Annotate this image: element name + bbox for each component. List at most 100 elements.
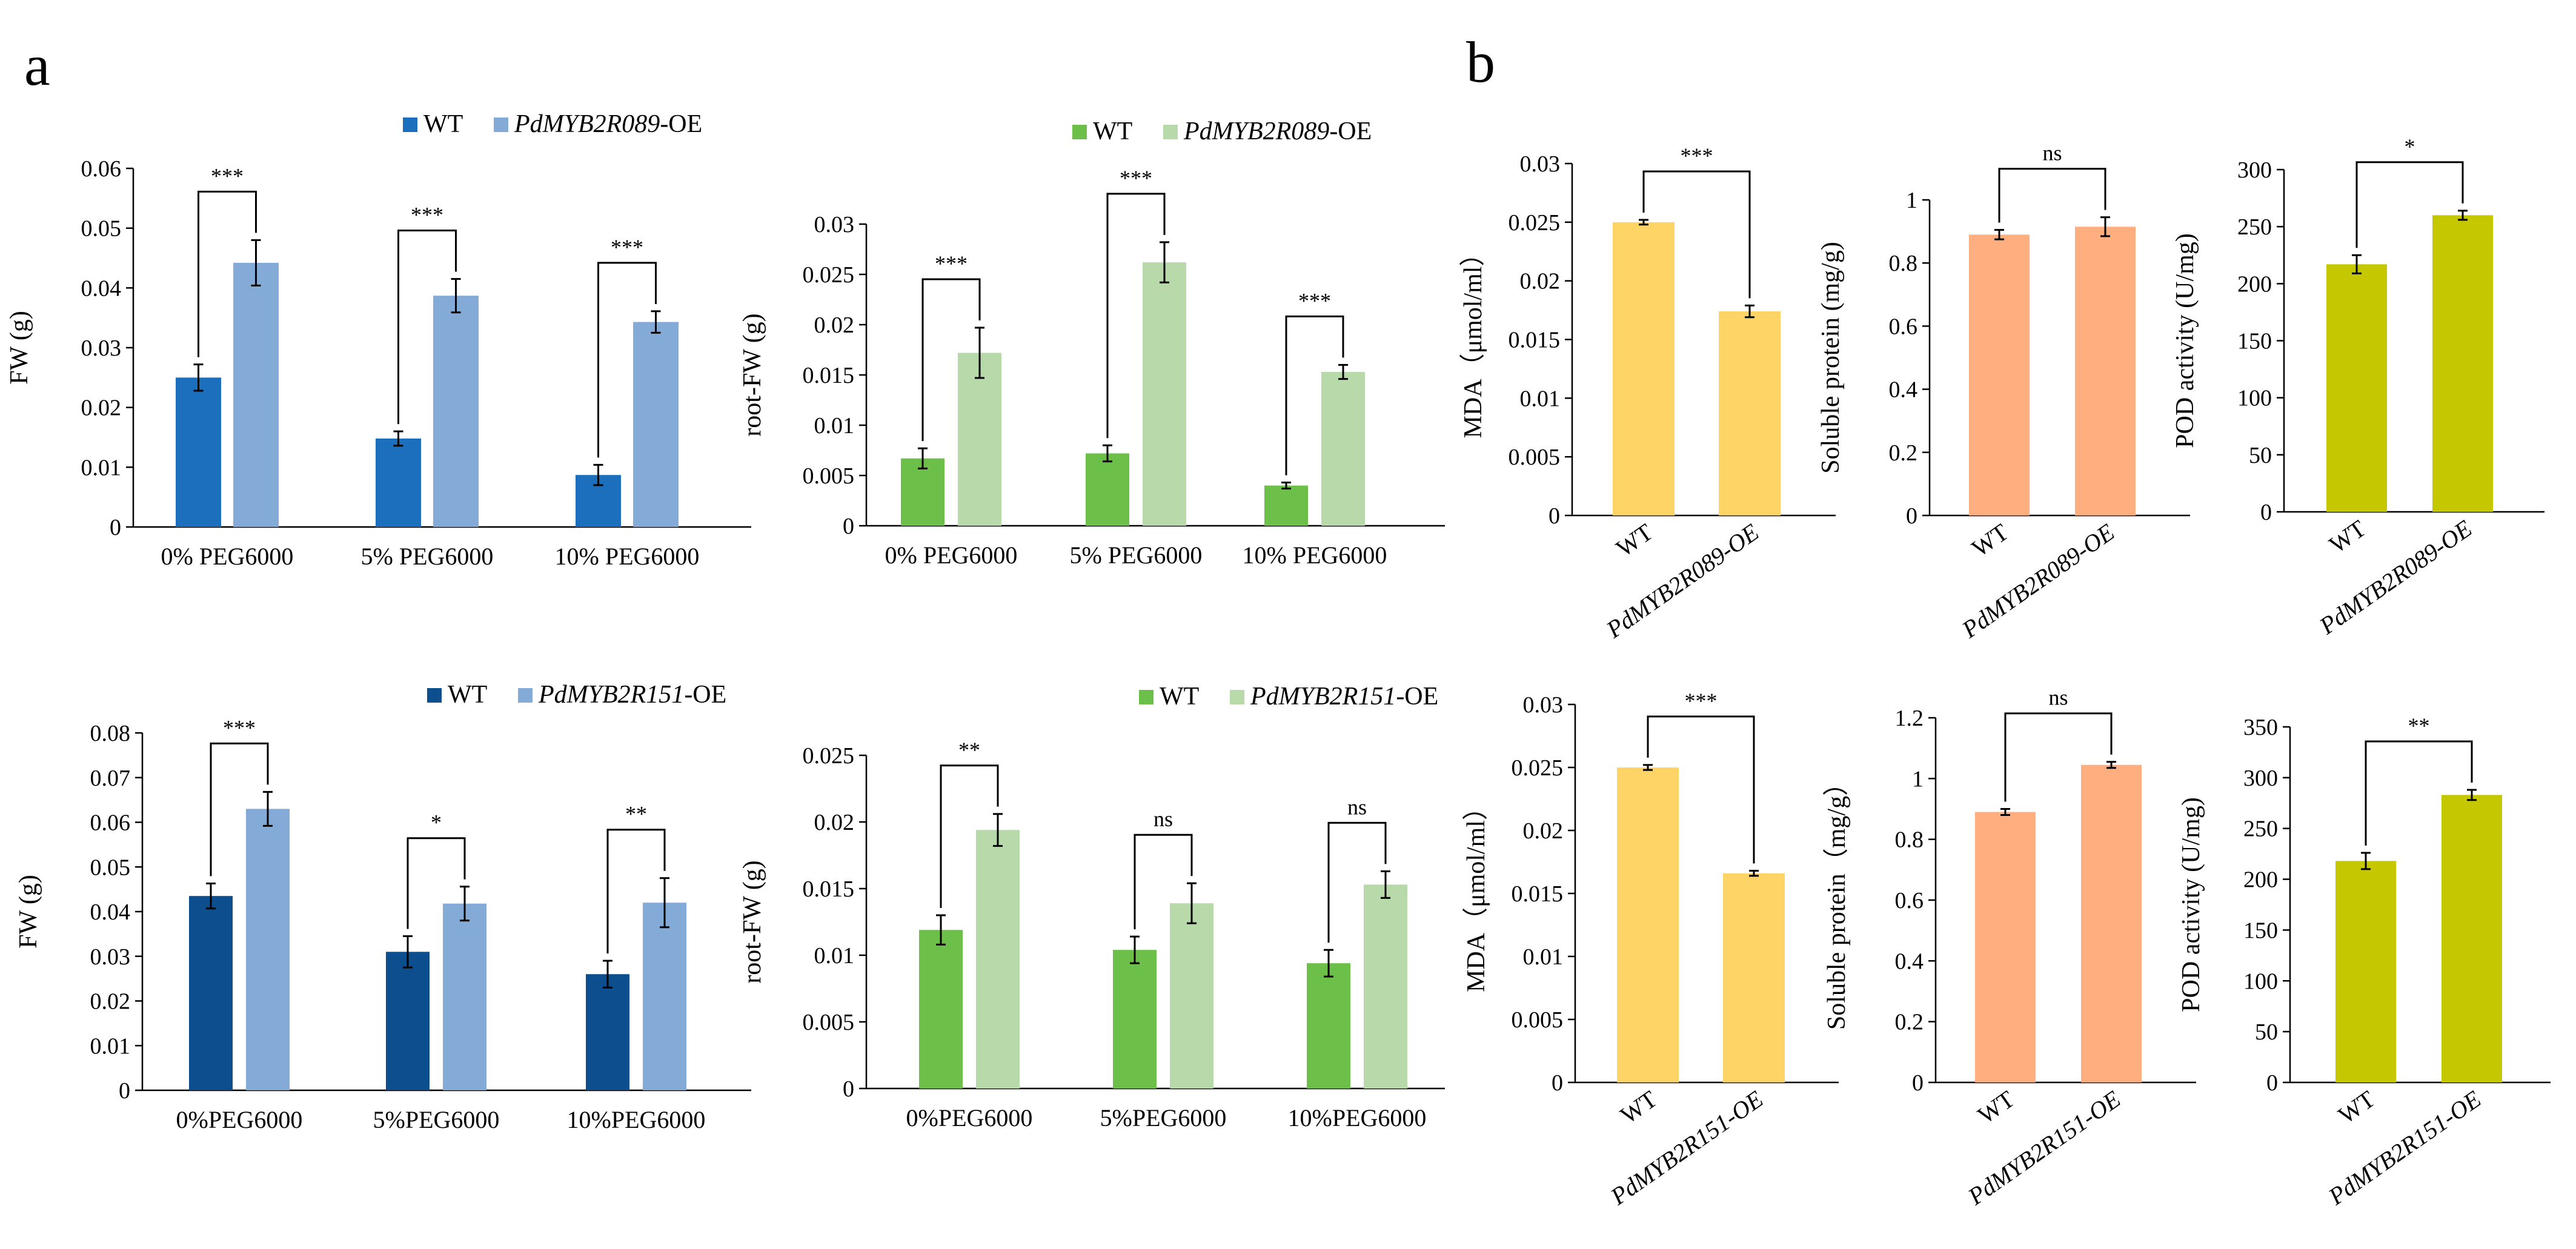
- y-axis-label: POD activity (U/mg): [2171, 233, 2199, 448]
- legend-label-italic: PdMYB2R151: [538, 681, 684, 709]
- significance-label: *: [431, 810, 442, 835]
- y-tick-label: 0.04: [90, 899, 131, 925]
- legend-label-suffix: -OE: [1329, 118, 1372, 145]
- category-label: 0%PEG6000: [176, 1106, 303, 1133]
- y-tick-label: 0.07: [90, 766, 131, 791]
- bar-wt: [1613, 222, 1675, 515]
- bar-wt: [2335, 861, 2396, 1082]
- significance-bracket: [397, 230, 457, 425]
- legend-swatch: [494, 118, 508, 132]
- chart-a4: 0 0.005 0.01 0.015 0.02 0.025 root-FW (g) ** 0%P…: [739, 683, 1445, 1131]
- y-tick-label: 0.8: [1895, 827, 1924, 853]
- legend-swatch: [427, 688, 442, 703]
- y-tick-label: 0.02: [90, 989, 131, 1015]
- y-tick-label: 300: [2237, 157, 2272, 183]
- bar-oe: [976, 830, 1020, 1088]
- y-tick-label: 1: [1906, 188, 1917, 213]
- y-tick-label: 1: [1912, 766, 1924, 792]
- y-tick-label: 0.005: [1509, 445, 1561, 470]
- category-label: 5%PEG6000: [1100, 1104, 1227, 1131]
- y-tick-label: 0.01: [1520, 386, 1561, 411]
- category-label: WT: [2333, 1085, 2380, 1130]
- y-axis-label: POD activity (U/mg): [2177, 797, 2205, 1012]
- legend-label: WT: [1160, 683, 1199, 711]
- legend-label: WT: [448, 681, 487, 709]
- chart-b6: 0 50 100 150 200 250 300 350 POD activity (U/mg)…: [2177, 714, 2551, 1210]
- significance-bracket: [210, 742, 269, 876]
- y-tick-label: 0: [1552, 1070, 1563, 1096]
- y-tick-label: 0.06: [90, 810, 131, 836]
- significance-bracket: [921, 278, 981, 442]
- legend-label-italic: PdMYB2R089: [1183, 118, 1329, 145]
- legend-label-suffix: -OE: [684, 681, 726, 709]
- category-label: WT: [1611, 518, 1658, 563]
- bar-wt: [1617, 767, 1679, 1082]
- y-tick-label: 100: [2243, 969, 2278, 994]
- y-tick-label: 0.03: [814, 212, 855, 237]
- y-tick-label: 0.8: [1889, 251, 1918, 276]
- bar-oe: [2442, 795, 2502, 1082]
- y-tick-label: 0.015: [803, 876, 855, 902]
- bar-oe: [633, 322, 679, 527]
- y-tick-label: 0.01: [814, 413, 855, 439]
- y-tick-label: 0: [843, 514, 854, 539]
- legend-swatch: [403, 118, 417, 132]
- significance-label: ***: [211, 164, 244, 188]
- y-tick-label: 0.03: [90, 944, 131, 970]
- bar-wt: [2326, 264, 2387, 512]
- bar-wt: [586, 974, 629, 1090]
- y-tick-label: 0: [2260, 500, 2272, 525]
- category-label: 10% PEG6000: [555, 543, 700, 570]
- y-tick-label: 0.2: [1889, 440, 1918, 466]
- significance-bracket: [1642, 170, 1751, 299]
- y-tick-label: 0.6: [1889, 314, 1918, 339]
- significance-bracket: [597, 262, 657, 458]
- bar-oe: [246, 809, 290, 1090]
- y-tick-label: 50: [2255, 1019, 2278, 1045]
- bar-wt: [919, 930, 963, 1088]
- y-axis-label: FW (g): [5, 311, 33, 385]
- significance-label: ***: [611, 235, 643, 259]
- y-axis-label: root-FW (g): [739, 313, 766, 436]
- significance-label: **: [625, 802, 647, 826]
- bar-oe: [1143, 262, 1186, 526]
- y-axis-label: Soluble protein (mg/g): [1817, 242, 1845, 474]
- bar-wt: [1086, 453, 1129, 526]
- y-tick-label: 350: [2243, 715, 2278, 740]
- y-tick-label: 0.02: [81, 396, 122, 421]
- bar-wt: [376, 438, 421, 527]
- significance-bracket: [1647, 715, 1755, 864]
- legend-label: WT: [423, 110, 463, 138]
- legend-label-italic: PdMYB2R089: [514, 110, 660, 138]
- y-tick-label: 0: [1549, 503, 1560, 529]
- significance-label: ***: [223, 715, 256, 740]
- legend-swatch: [1163, 125, 1178, 139]
- y-tick-label: 0.6: [1895, 888, 1924, 913]
- chart-b4: 0 0.005 0.01 0.015 0.02 0.025 0.03 MDA（μmol/ml）…: [1462, 689, 1839, 1210]
- legend-swatch: [1139, 690, 1154, 704]
- y-tick-label: 0: [1912, 1070, 1924, 1096]
- bar-wt: [176, 377, 221, 527]
- significance-label: ***: [1120, 166, 1152, 190]
- legend-swatch: [518, 688, 533, 703]
- bar-oe: [1364, 884, 1407, 1088]
- y-tick-label: 250: [2237, 214, 2272, 240]
- y-tick-label: 0.4: [1895, 949, 1924, 974]
- y-tick-label: 0.005: [803, 463, 855, 489]
- y-tick-label: 0.025: [803, 262, 855, 288]
- significance-bracket: [1998, 168, 2106, 223]
- y-axis-label: Soluble protein（mg/g）: [1823, 770, 1851, 1030]
- y-tick-label: 0.06: [81, 156, 122, 182]
- y-tick-label: 0.04: [81, 276, 122, 301]
- legend-swatch: [1230, 690, 1244, 704]
- significance-bracket: [1106, 193, 1166, 439]
- y-tick-label: 0: [110, 515, 121, 540]
- significance-label: ***: [1298, 288, 1331, 313]
- legend-label: PdMYB2R151-OE: [1250, 683, 1438, 711]
- y-axis-label: FW (g): [15, 875, 42, 949]
- y-tick-label: 0.03: [1520, 151, 1561, 177]
- significance-bracket: [2365, 740, 2473, 846]
